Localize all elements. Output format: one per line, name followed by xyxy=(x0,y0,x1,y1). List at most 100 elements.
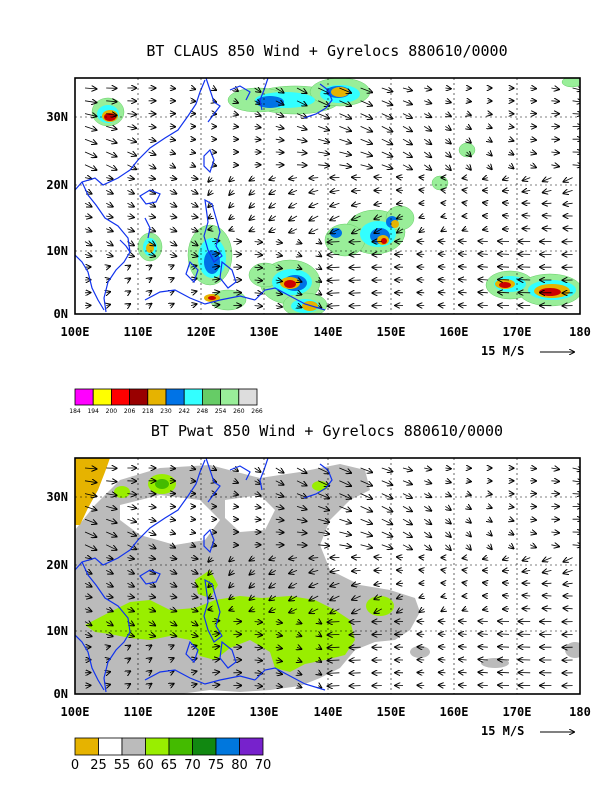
wind-arrow xyxy=(191,545,195,547)
wind-arrow xyxy=(269,609,276,612)
wind-arrow xyxy=(423,126,431,130)
wind-arrow xyxy=(459,292,467,293)
wind-arrow xyxy=(297,634,301,636)
wind-arrow xyxy=(402,468,412,471)
wind-arrow xyxy=(328,634,340,635)
wind-arrow xyxy=(191,152,195,153)
lat-axis: 0N 10N 20N 30N xyxy=(46,110,68,321)
wind-arrow xyxy=(170,265,174,267)
scale-vector: 15 M/S xyxy=(481,344,574,358)
wind-arrow xyxy=(509,126,513,127)
wind-arrow xyxy=(523,190,531,191)
wind-arrow xyxy=(106,583,113,586)
wind-arrow xyxy=(328,242,340,243)
wind-arrow xyxy=(127,671,130,673)
wind-arrow xyxy=(127,266,130,268)
wind-arrow xyxy=(467,101,471,102)
wind-arrow xyxy=(478,292,488,293)
wind-arrow xyxy=(445,481,450,483)
wind-arrow xyxy=(127,506,136,508)
wind-arrow xyxy=(402,544,412,550)
wind-arrow xyxy=(498,305,510,306)
wind-arrow xyxy=(84,126,96,130)
wind-arrow xyxy=(360,467,372,472)
wind-arrow xyxy=(170,684,174,686)
wind-arrow xyxy=(212,253,219,254)
wind-arrow xyxy=(106,646,110,647)
wind-arrow xyxy=(459,305,467,306)
wind-arrow xyxy=(191,684,196,686)
wind-arrow xyxy=(106,685,110,686)
legend-swatch xyxy=(165,388,185,406)
wind-arrow xyxy=(309,216,319,221)
wind-arrow xyxy=(148,242,156,246)
wind-arrow xyxy=(254,686,262,687)
wind-arrow xyxy=(459,685,467,686)
wind-arrow xyxy=(445,114,450,117)
wind-arrow xyxy=(423,544,431,550)
wind-arrow xyxy=(208,570,212,575)
wind-arrow xyxy=(339,126,351,131)
wind-arrow xyxy=(488,152,492,156)
wind-arrow xyxy=(402,506,412,511)
wind-arrow xyxy=(352,583,361,585)
wind-arrow xyxy=(402,151,412,157)
wind-arrow xyxy=(488,165,492,169)
wind-arrow xyxy=(190,558,198,559)
wind-arrow xyxy=(275,634,282,635)
wind-arrow xyxy=(297,254,301,256)
svg-text:15 M/S: 15 M/S xyxy=(481,344,524,358)
wind-arrow xyxy=(208,216,212,218)
wind-arrow xyxy=(330,583,340,586)
wind-arrow xyxy=(190,190,198,193)
wind-arrow xyxy=(190,570,198,573)
legend-swatch xyxy=(147,388,167,406)
wind-arrow xyxy=(330,203,340,206)
legend-swatch xyxy=(111,388,131,406)
wind-arrow xyxy=(289,609,298,613)
wind-arrow xyxy=(330,609,340,614)
wind-arrow xyxy=(127,658,130,660)
legend-label: 70 xyxy=(184,758,201,773)
wind-arrow xyxy=(441,596,445,597)
wind-arrow xyxy=(296,467,307,473)
legend-swatch xyxy=(238,388,258,406)
wind-arrow xyxy=(498,647,510,648)
wind-arrow xyxy=(297,242,301,244)
svg-text:30N: 30N xyxy=(46,490,68,504)
wind-arrow xyxy=(478,672,488,673)
wind-arrow xyxy=(381,100,392,105)
wind-arrow xyxy=(374,203,382,205)
wind-arrow xyxy=(105,242,113,246)
wind-arrow xyxy=(551,101,559,102)
wind-arrow xyxy=(339,100,351,106)
wind-arrow xyxy=(106,494,116,496)
wind-arrow xyxy=(297,267,301,269)
wind-arrow xyxy=(360,532,372,536)
wind-arrow xyxy=(339,165,351,167)
wind-arrow xyxy=(250,203,255,208)
legend-label: 70 xyxy=(255,758,272,773)
wind-arrow xyxy=(84,101,96,103)
wind-arrow xyxy=(269,203,277,208)
wind-arrow xyxy=(328,267,340,268)
wind-arrow xyxy=(275,242,282,243)
wind-arrow xyxy=(360,113,372,119)
wind-arrow xyxy=(564,570,573,573)
wind-arrow xyxy=(250,596,255,600)
wind-arrow xyxy=(339,113,351,119)
wind-arrow xyxy=(191,88,195,89)
wind-arrow xyxy=(318,293,321,295)
wind-arrow xyxy=(309,203,319,207)
svg-text:160E: 160E xyxy=(440,325,469,339)
wind-arrow xyxy=(374,177,382,178)
panel-title: BT CLAUS 850 Wind + Gyrelocs 880610/0000 xyxy=(146,42,507,60)
wind-arrow xyxy=(498,659,510,660)
wind-arrow xyxy=(190,254,198,256)
wind-arrow xyxy=(352,229,361,234)
wind-arrow xyxy=(381,531,392,537)
wind-arrow xyxy=(503,595,510,596)
wind-arrow xyxy=(275,622,282,623)
wind-arrow xyxy=(467,152,471,156)
panel-title: BT Pwat 850 Wind + Gyrelocs 880610/0000 xyxy=(151,422,503,440)
